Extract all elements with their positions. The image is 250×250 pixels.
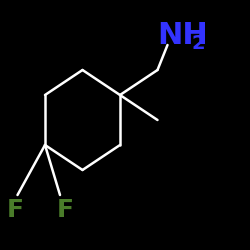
Text: F: F — [6, 198, 24, 222]
Text: F: F — [56, 198, 74, 222]
Text: NH: NH — [158, 20, 208, 50]
Text: 2: 2 — [191, 34, 205, 53]
